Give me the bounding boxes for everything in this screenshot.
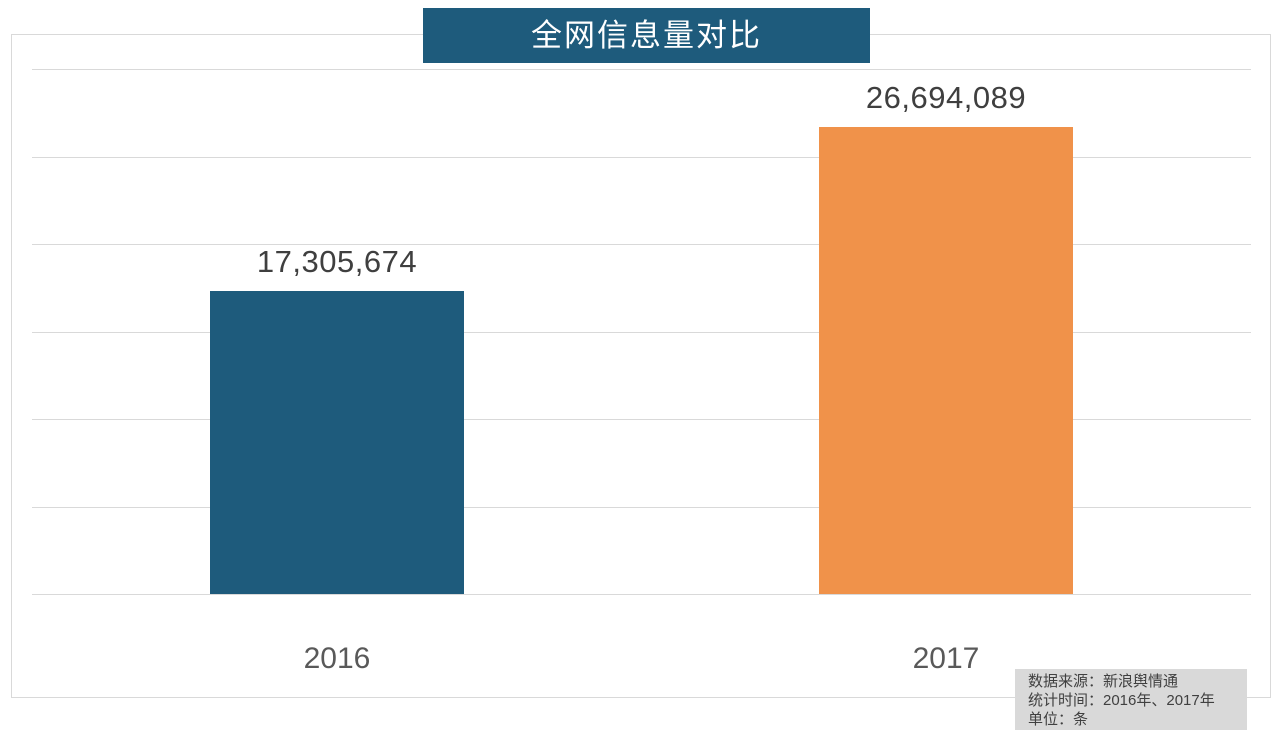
bar-2017 xyxy=(819,127,1073,594)
footnote-period: 统计时间：2016年、2017年 xyxy=(1028,692,1215,709)
plot-frame: 17,305,674 26,694,089 2016 2017 xyxy=(11,34,1271,698)
footnote-source: 数据来源：新浪舆情通 xyxy=(1028,673,1179,690)
footnote-unit: 单位：条 xyxy=(1028,711,1089,728)
axis-label-2017: 2017 xyxy=(912,642,980,675)
gridline xyxy=(32,331,1251,333)
chart-title: 全网信息量对比 xyxy=(423,8,870,63)
bar-value-label-2017: 26,694,089 xyxy=(865,80,1027,115)
gridline xyxy=(32,594,1251,595)
gridline xyxy=(32,419,1251,420)
gridline xyxy=(32,244,1251,245)
axis-label-2016: 2016 xyxy=(303,642,371,675)
gridline xyxy=(32,69,1251,70)
bar-2016 xyxy=(210,291,464,594)
gridline xyxy=(32,506,1251,508)
gridline xyxy=(32,156,1251,158)
bar-value-label-2016: 17,305,674 xyxy=(256,244,418,279)
footnote-box: 数据来源：新浪舆情通 统计时间：2016年、2017年 单位：条 xyxy=(1015,669,1247,730)
